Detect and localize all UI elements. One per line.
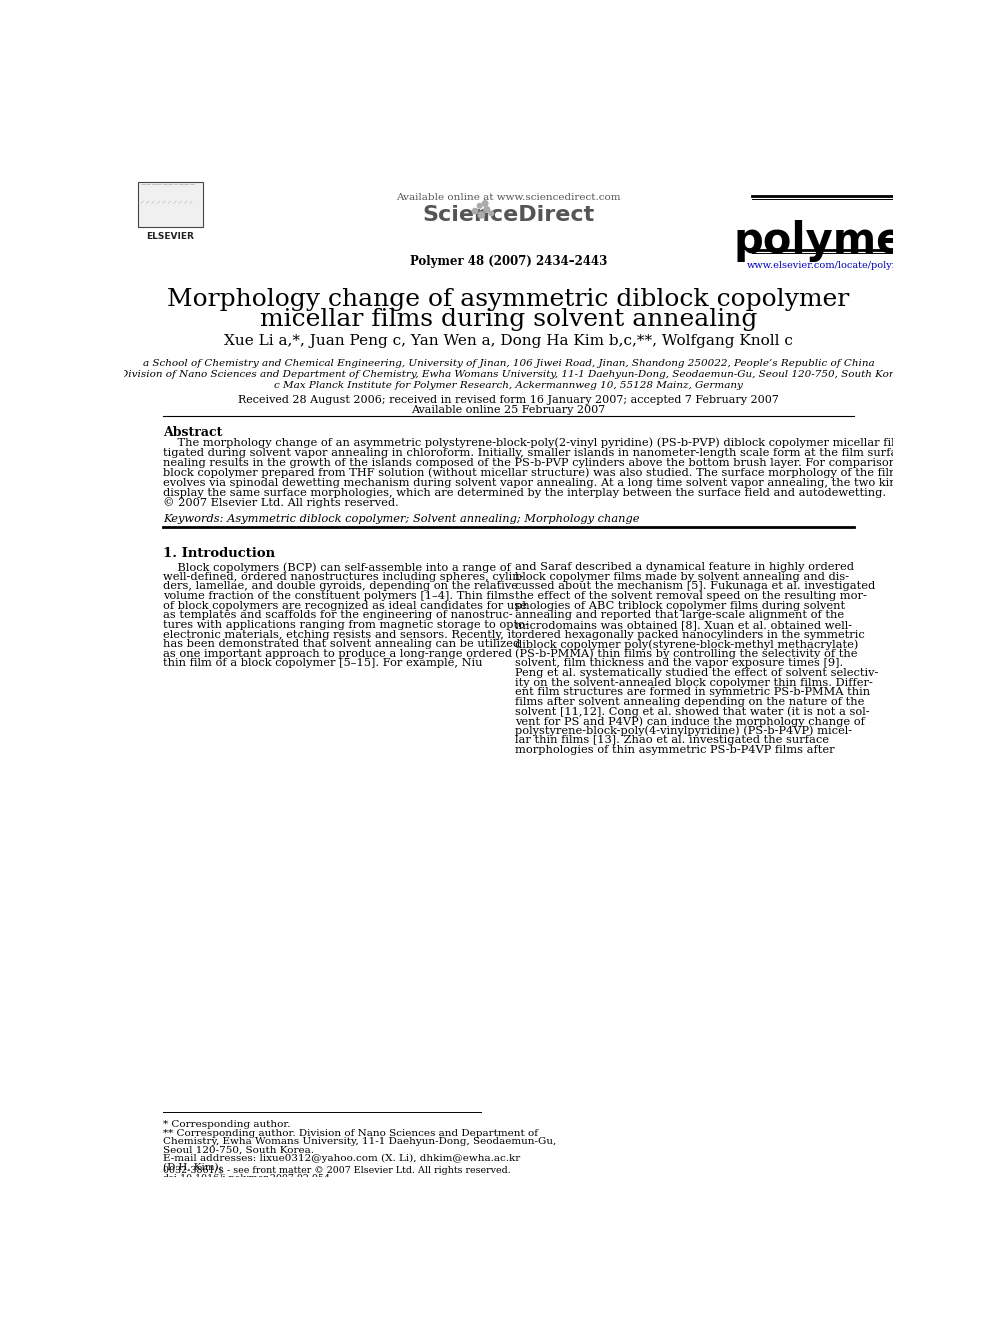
Text: ity on the solvent-annealed block copolymer thin films. Differ-: ity on the solvent-annealed block copoly… [516,677,873,688]
Circle shape [478,212,484,218]
Text: thin film of a block copolymer [5–15]. For example, Niu: thin film of a block copolymer [5–15]. F… [163,659,482,668]
Text: annealing and reported that large-scale alignment of the: annealing and reported that large-scale … [516,610,844,620]
Text: Block copolymers (BCP) can self-assemble into a range of: Block copolymers (BCP) can self-assemble… [163,562,511,573]
Text: Available online at www.sciencedirect.com: Available online at www.sciencedirect.co… [396,193,621,202]
Text: of block copolymers are recognized as ideal candidates for use: of block copolymers are recognized as id… [163,601,527,611]
Text: Received 28 August 2006; received in revised form 16 January 2007; accepted 7 Fe: Received 28 August 2006; received in rev… [238,396,779,405]
Text: Xue Li a,*, Juan Peng c, Yan Wen a, Dong Ha Kim b,c,**, Wolfgang Knoll c: Xue Li a,*, Juan Peng c, Yan Wen a, Dong… [224,335,793,348]
Circle shape [484,206,490,213]
Text: tigated during solvent vapor annealing in chloroform. Initially, smaller islands: tigated during solvent vapor annealing i… [163,447,984,458]
Text: ScienceDirect: ScienceDirect [423,205,594,225]
Circle shape [482,201,488,206]
Text: Abstract: Abstract [163,426,222,439]
Text: © 2007 Elsevier Ltd. All rights reserved.: © 2007 Elsevier Ltd. All rights reserved… [163,497,399,508]
Text: The morphology change of an asymmetric polystyrene-block-poly(2-vinyl pyridine) : The morphology change of an asymmetric p… [163,438,969,448]
Text: Keywords: Asymmetric diblock copolymer; Solvent annealing; Morphology change: Keywords: Asymmetric diblock copolymer; … [163,513,639,524]
Text: b Division of Nano Sciences and Department of Chemistry, Ewha Womans University,: b Division of Nano Sciences and Departme… [110,369,907,378]
Text: E-mail addresses: lixue0312@yahoo.com (X. Li), dhkim@ewha.ac.kr: E-mail addresses: lixue0312@yahoo.com (X… [163,1155,520,1163]
Text: Peng et al. systematically studied the effect of solvent selectiv-: Peng et al. systematically studied the e… [516,668,879,679]
Text: vent for PS and P4VP) can induce the morphology change of: vent for PS and P4VP) can induce the mor… [516,716,865,726]
Text: www.elsevier.com/locate/polymer: www.elsevier.com/locate/polymer [746,261,912,270]
Text: ent film structures are formed in symmetric PS-b-PMMA thin: ent film structures are formed in symmet… [516,688,871,697]
Text: 0032-3861/$ - see front matter © 2007 Elsevier Ltd. All rights reserved.: 0032-3861/$ - see front matter © 2007 El… [163,1166,511,1175]
Text: ordered hexagonally packed nanocylinders in the symmetric: ordered hexagonally packed nanocylinders… [516,630,865,639]
Text: Morphology change of asymmetric diblock copolymer: Morphology change of asymmetric diblock … [168,288,849,311]
Text: as templates and scaffolds for the engineering of nanostruc-: as templates and scaffolds for the engin… [163,610,513,620]
Text: Chemistry, Ewha Womans University, 11-1 Daehyun-Dong, Seodaemun-Gu,: Chemistry, Ewha Womans University, 11-1 … [163,1138,556,1147]
Text: evolves via spinodal dewetting mechanism during solvent vapor annealing. At a lo: evolves via spinodal dewetting mechanism… [163,478,978,488]
Text: diblock copolymer poly(styrene-block-methyl methacrylate): diblock copolymer poly(styrene-block-met… [516,639,859,650]
Text: nealing results in the growth of the islands composed of the PS-b-PVP cylinders : nealing results in the growth of the isl… [163,458,973,467]
Text: phologies of ABC triblock copolymer films during solvent: phologies of ABC triblock copolymer film… [516,601,845,611]
Text: microdomains was obtained [8]. Xuan et al. obtained well-: microdomains was obtained [8]. Xuan et a… [516,620,852,630]
Circle shape [489,212,494,216]
Text: display the same surface morphologies, which are determined by the interplay bet: display the same surface morphologies, w… [163,488,886,497]
Text: volume fraction of the constituent polymers [1–4]. Thin films: volume fraction of the constituent polym… [163,591,514,601]
Circle shape [472,209,478,214]
Text: films after solvent annealing depending on the nature of the: films after solvent annealing depending … [516,697,865,706]
Text: ELSEVIER: ELSEVIER [147,232,194,241]
Circle shape [477,204,482,208]
Text: doi:10.1016/j.polymer.2007.02.054: doi:10.1016/j.polymer.2007.02.054 [163,1174,330,1183]
Text: electronic materials, etching resists and sensors. Recently, it: electronic materials, etching resists an… [163,630,516,639]
Text: tures with applications ranging from magnetic storage to opto-: tures with applications ranging from mag… [163,620,529,630]
Text: block copolymer prepared from THF solution (without micellar structure) was also: block copolymer prepared from THF soluti… [163,467,959,478]
Text: has been demonstrated that solvent annealing can be utilized: has been demonstrated that solvent annea… [163,639,520,650]
Text: solvent, film thickness and the vapor exposure times [9].: solvent, film thickness and the vapor ex… [516,659,843,668]
Text: well-defined, ordered nanostructures including spheres, cylin-: well-defined, ordered nanostructures inc… [163,572,523,582]
Text: morphologies of thin asymmetric PS-b-P4VP films after: morphologies of thin asymmetric PS-b-P4V… [516,745,835,755]
Text: cussed about the mechanism [5]. Fukunaga et al. investigated: cussed about the mechanism [5]. Fukunaga… [516,582,876,591]
Text: block copolymer films made by solvent annealing and dis-: block copolymer films made by solvent an… [516,572,849,582]
Text: 1. Introduction: 1. Introduction [163,546,275,560]
Text: polystyrene-block-poly(4-vinylpyridine) (PS-b-P4VP) micel-: polystyrene-block-poly(4-vinylpyridine) … [516,726,852,737]
Text: Seoul 120-750, South Korea.: Seoul 120-750, South Korea. [163,1146,313,1155]
Text: * Corresponding author.: * Corresponding author. [163,1119,291,1129]
Text: a School of Chemistry and Chemical Engineering, University of Jinan, 106 Jiwei R: a School of Chemistry and Chemical Engin… [143,359,874,368]
Text: lar thin films [13]. Zhao et al. investigated the surface: lar thin films [13]. Zhao et al. investi… [516,736,829,745]
Text: the effect of the solvent removal speed on the resulting mor-: the effect of the solvent removal speed … [516,591,867,601]
Text: as one important approach to produce a long-range ordered: as one important approach to produce a l… [163,648,512,659]
Text: Available online 25 February 2007: Available online 25 February 2007 [412,405,605,415]
Text: ders, lamellae, and double gyroids, depending on the relative: ders, lamellae, and double gyroids, depe… [163,582,518,591]
Text: ** Corresponding author. Division of Nano Sciences and Department of: ** Corresponding author. Division of Nan… [163,1129,538,1138]
Text: Polymer 48 (2007) 2434–2443: Polymer 48 (2007) 2434–2443 [410,255,607,269]
Text: (PS-b-PMMA) thin films by controlling the selectivity of the: (PS-b-PMMA) thin films by controlling th… [516,648,858,659]
Text: and Saraf described a dynamical feature in highly ordered: and Saraf described a dynamical feature … [516,562,854,573]
Text: c Max Planck Institute for Polymer Research, Ackermannweg 10, 55128 Mainz, Germa: c Max Planck Institute for Polymer Resea… [274,381,743,389]
Text: (D.H. Kim).: (D.H. Kim). [163,1163,221,1172]
FancyBboxPatch shape [138,181,203,226]
Text: solvent [11,12]. Cong et al. showed that water (it is not a sol-: solvent [11,12]. Cong et al. showed that… [516,706,870,717]
Text: micellar films during solvent annealing: micellar films during solvent annealing [260,308,757,331]
Text: polymer: polymer [733,221,926,262]
